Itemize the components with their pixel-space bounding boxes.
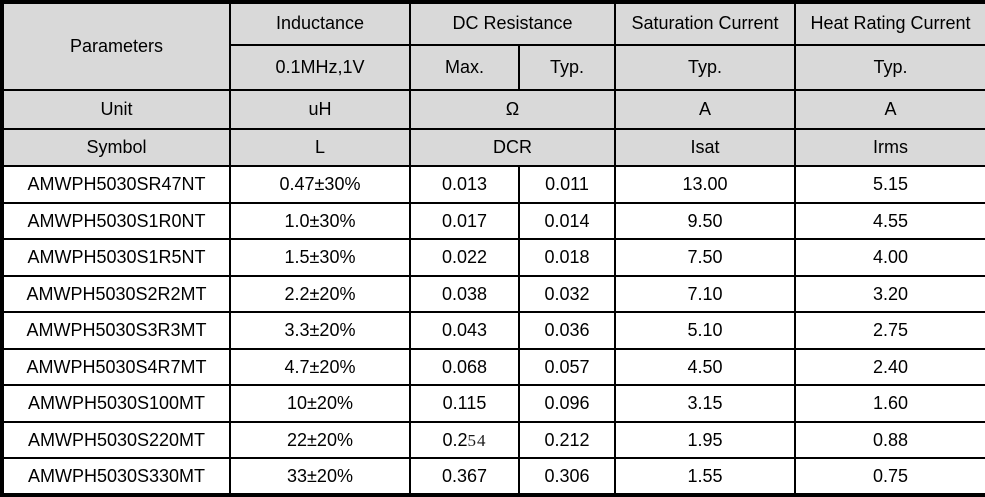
irms-value-cell: 5.15 [794,165,985,204]
symbol-row: Symbol L DCR Isat Irms [1,127,985,168]
header-cell-parameters: Parameters [1,0,231,92]
dcr-typ-value-cell: 0.036 [517,311,617,350]
unit-dcr: Ω [408,89,617,130]
irms-value-cell: 0.88 [794,420,985,460]
header-cell-inductance-condition: 0.1MHz,1V [229,43,411,92]
dcr-typ-value-cell: 0.032 [517,274,617,314]
dcr-typ-value-cell: 0.096 [517,384,617,423]
part-number-cell: AMWPH5030S4R7MT [1,347,231,387]
symbol-irms: Irms [794,127,985,168]
header-section: Parameters Inductance DC Resistance Satu… [1,0,985,168]
dcr-max-value-cell: 0.022 [409,238,520,277]
part-row: AMWPH5030S330MT 33±20% 0.367 0.306 1.55 0.75 [1,457,985,496]
part-row: AMWPH5030SR47NT 0.47±30% 0.013 0.011 13.00 5.… [1,165,985,204]
inductance-value-cell: 33±20% [229,457,411,496]
unit-row: Unit uH Ω A A [1,89,985,130]
header-row-2: 0.1MHz,1V Max. Typ. Typ. Typ. [2,43,985,92]
inductance-value-cell: 10±20% [229,384,411,423]
part-number-cell: AMWPH5030S2R2MT [1,274,231,314]
part-number-cell: AMWPH5030S1R0NT [1,201,231,241]
part-row: AMWPH5030S220MT 22±20% 0.254 0.212 1.95 0.88 [1,420,985,460]
header-cell-dcr-typ: Typ. [517,43,617,92]
inductance-value-cell: 1.0±30% [229,201,411,241]
header-cell-heat-typ: Typ. [794,43,985,92]
part-number-cell: AMWPH5030S100MT [1,384,231,423]
header-cell-inductance: Inductance [229,1,411,46]
dcr-max-value-cell: 0.254 [409,420,520,460]
dcr-max-value-cell: 0.115 [409,384,520,423]
inductance-value-cell: 22±20% [229,420,411,460]
isat-value-cell: 13.00 [614,165,797,204]
irms-value-cell: 0.75 [794,457,985,496]
isat-value-cell: 5.10 [614,311,797,350]
dcr-max-value-cell: 0.367 [409,457,520,496]
part-row: AMWPH5030S3R3MT 3.3±20% 0.043 0.036 5.10 2.75 [1,311,985,350]
serif-digits: 54 [467,430,487,450]
dcr-typ-value-cell: 0.057 [517,347,617,387]
symbol-inductance: L [229,127,411,168]
dcr-typ-value-cell: 0.212 [517,420,617,460]
irms-value-cell: 2.75 [794,311,985,350]
inductance-value-cell: 0.47±30% [229,165,411,204]
symbol-row-label: Symbol [1,127,231,168]
isat-value-cell: 7.50 [614,238,797,277]
dcr-typ-value-cell: 0.014 [517,201,617,241]
dcr-typ-value-cell: 0.011 [517,165,617,204]
unit-row-label: Unit [1,89,231,130]
part-row: AMWPH5030S1R0NT 1.0±30% 0.017 0.014 9.50 4.55 [1,201,985,241]
part-number-cell: AMWPH5030S220MT [1,420,231,460]
symbol-dcr: DCR [408,127,617,168]
dcr-max-value-cell: 0.017 [409,201,520,241]
inductance-value-cell: 2.2±20% [229,274,411,314]
dcr-typ-value-cell: 0.306 [517,457,617,496]
irms-value-cell: 1.60 [794,384,985,423]
isat-value-cell: 7.10 [614,274,797,314]
irms-value-cell: 4.00 [794,238,985,277]
dcr-max-value-cell: 0.068 [409,347,520,387]
part-row: AMWPH5030S1R5NT 1.5±30% 0.022 0.018 7.50 4.00 [1,238,985,277]
unit-irms: A [794,89,985,130]
inductance-value-cell: 4.7±20% [229,347,411,387]
isat-value-cell: 1.95 [614,420,797,460]
part-number-cell: AMWPH5030S3R3MT [1,311,231,350]
isat-value-cell: 4.50 [614,347,797,387]
unit-inductance: uH [229,89,411,130]
part-number-cell: AMWPH5030SR47NT [1,165,231,204]
part-number-cell: AMWPH5030S1R5NT [1,238,231,277]
dcr-max-value-cell: 0.043 [409,311,520,350]
part-row: AMWPH5030S4R7MT 4.7±20% 0.068 0.057 4.50 2.40 [1,347,985,387]
unit-isat: A [614,89,797,130]
data-rows-section: AMWPH5030SR47NT 0.47±30% 0.013 0.011 13.00 5.… [1,165,985,496]
isat-value-cell: 9.50 [614,201,797,241]
header-cell-dcr-max: Max. [409,43,520,92]
inductance-value-cell: 3.3±20% [229,311,411,350]
dcr-max-value-cell: 0.038 [409,274,520,314]
dcr-typ-value-cell: 0.018 [517,238,617,277]
irms-value-cell: 2.40 [794,347,985,387]
dcr-max-value-cell: 0.013 [409,165,520,204]
irms-value-cell: 4.55 [794,201,985,241]
part-row: AMWPH5030S2R2MT 2.2±20% 0.038 0.032 7.10 3.20 [1,274,985,314]
header-cell-dc-resistance: DC Resistance [408,1,617,46]
header-cell-heat-rating-current: Heat Rating Current [794,1,985,46]
header-row-1: Parameters Inductance DC Resistance Satu… [1,0,985,92]
isat-value-cell: 1.55 [614,457,797,496]
isat-value-cell: 3.15 [614,384,797,423]
inductance-value-cell: 1.5±30% [229,238,411,277]
symbol-isat: Isat [614,127,797,168]
header-cell-saturation-current: Saturation Current [614,1,797,46]
part-row: AMWPH5030S100MT 10±20% 0.115 0.096 3.15 1.60 [1,384,985,423]
part-number-cell: AMWPH5030S330MT [1,457,231,496]
irms-value-cell: 3.20 [794,274,985,314]
header-cell-saturation-typ: Typ. [614,43,797,92]
